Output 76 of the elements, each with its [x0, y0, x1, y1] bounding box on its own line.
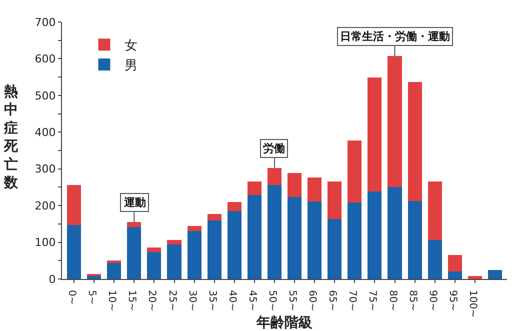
x-tick-label: 5~: [86, 290, 98, 305]
x-tick-label: 25~: [166, 290, 178, 312]
x-tick-label: 55~: [286, 290, 298, 312]
annotation: 日常生活・労働・運動: [340, 30, 450, 43]
bar: [267, 168, 282, 186]
bar: [348, 202, 362, 279]
bar: [368, 191, 382, 279]
bar: [247, 182, 262, 195]
bar: [227, 211, 242, 279]
bar: [127, 227, 142, 279]
bar: [87, 276, 102, 279]
bar: [67, 225, 82, 279]
legend-label: 女: [124, 38, 138, 54]
bar: [207, 214, 222, 220]
bar: [267, 185, 282, 279]
bar: [288, 197, 302, 279]
bar: [448, 255, 462, 272]
x-tick-label: 45~: [246, 290, 258, 312]
y-tick-label: 400: [34, 126, 56, 139]
y-tick-label: 200: [34, 199, 56, 212]
bar: [247, 194, 262, 279]
y-axis-title: 熱中症死亡数: [3, 84, 19, 191]
x-tick-label: 10~: [106, 290, 118, 312]
x-tick-label: 85~: [406, 290, 418, 312]
y-tick-label: 500: [34, 89, 56, 102]
x-tick-label: 20~: [146, 290, 158, 312]
y-tick-label: 600: [34, 52, 56, 66]
x-tick-label: 100~: [466, 290, 478, 318]
bar: [408, 200, 422, 279]
x-tick-label: 15~: [126, 290, 138, 312]
bar: [167, 240, 182, 244]
x-tick-label: 40~: [226, 290, 238, 312]
bar: [328, 181, 342, 219]
bar: [488, 270, 502, 279]
bar: [107, 262, 122, 279]
bar: [127, 222, 142, 228]
bar: [448, 271, 462, 279]
bar: [288, 172, 302, 198]
x-tick-label: 70~: [346, 290, 358, 312]
x-tick-label: 30~: [186, 290, 198, 312]
bar: [388, 56, 402, 188]
bar: [468, 276, 482, 279]
legend-label: 男: [124, 58, 138, 74]
x-tick-label: 95~: [446, 290, 458, 312]
bar: [207, 220, 222, 279]
bar: [308, 202, 322, 279]
x-tick-label: 35~: [206, 290, 218, 312]
bar: [147, 252, 162, 279]
bar: [348, 140, 362, 202]
y-tick-label: 0: [48, 272, 56, 286]
bar: [147, 247, 162, 252]
annotation: 労働: [263, 142, 285, 155]
y-tick-label: 100: [34, 236, 56, 250]
bar: [408, 82, 422, 201]
bar: [167, 244, 182, 279]
x-tick-label: 65~: [326, 290, 338, 312]
x-tick-label: 50~: [266, 290, 278, 312]
x-tick-label: 90~: [426, 290, 438, 312]
x-tick-label: 0~: [66, 290, 78, 305]
bar: [368, 77, 382, 192]
bar: [328, 218, 342, 279]
y-tick-label: 700: [34, 16, 56, 29]
annotation: 運動: [123, 196, 146, 209]
bar: [308, 177, 322, 202]
x-tick-label: 75~: [366, 290, 378, 312]
y-tick-label: 300: [34, 162, 56, 176]
bar: [428, 240, 442, 279]
x-axis-title: 年齢階級: [256, 315, 314, 331]
bar: [388, 187, 402, 279]
bar: [67, 185, 82, 226]
bar: [187, 226, 202, 231]
bar: [227, 202, 242, 212]
bar: [428, 182, 442, 240]
x-tick-label: 80~: [386, 290, 398, 312]
x-tick-label: 60~: [306, 290, 318, 312]
bar: [187, 230, 202, 279]
